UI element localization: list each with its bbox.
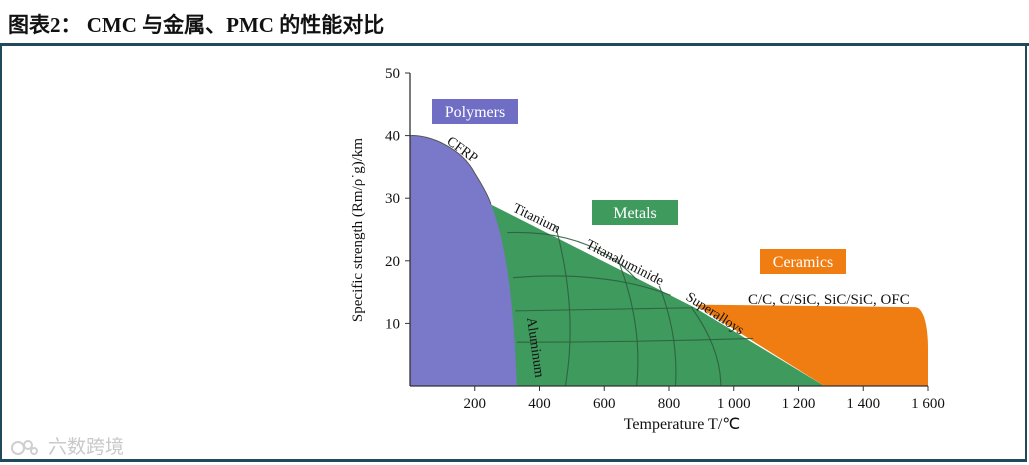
chart-regions (409, 135, 928, 386)
x-tick-label: 1 000 (717, 396, 751, 412)
grid-curve (691, 307, 722, 387)
y-tick-label: 20 (385, 254, 400, 270)
x-tick-label: 800 (658, 396, 681, 412)
region-polymers (410, 135, 517, 386)
grid-curve (516, 337, 754, 343)
grid-curve (555, 226, 571, 387)
y-tick-label: 40 (385, 129, 400, 145)
x-tick-label: 1 400 (846, 396, 880, 412)
figure-frame (0, 46, 1027, 462)
region-label-polymers: Polymers (445, 104, 505, 121)
y-tick-label: 50 (385, 66, 400, 82)
x-tick-label: 1 200 (782, 396, 816, 412)
title-bar: 图表2： CMC 与金属、PMC 的性能对比 (0, 0, 1029, 46)
x-tick-label: 600 (593, 396, 616, 412)
grid-curve (515, 307, 694, 312)
watermark: 六数跨境 (10, 432, 124, 459)
grid-curve (616, 257, 639, 387)
region-label-metals: Metals (613, 205, 657, 222)
grid-curve (507, 231, 638, 280)
grid-curve (658, 285, 677, 387)
region-metals (490, 204, 825, 386)
watermark-logo-icon (11, 439, 38, 455)
watermark-text: 六数跨境 (48, 436, 125, 458)
region-label-box-polymers (432, 99, 518, 124)
y-tick-label: 10 (385, 316, 400, 332)
x-tick-label: 1 600 (911, 396, 945, 412)
figure-title: 图表2： CMC 与金属、PMC 的性能对比 (8, 13, 385, 37)
metals-grid (507, 226, 754, 387)
y-axis-label: Specific strength (Rm/ρ˙g)/km (350, 138, 366, 322)
x-tick-label: 200 (464, 396, 487, 412)
region-label-box-ceramics (760, 249, 846, 274)
y-tick-label: 30 (385, 191, 400, 207)
region-ceramics (694, 304, 928, 386)
region-label-box-metals (592, 200, 678, 225)
x-tick-label: 400 (528, 396, 551, 412)
x-axis-label: Temperature T/℃ (624, 416, 741, 433)
chart-ticks: 200 400 600 800 1 000 1 200 1 400 1 600 10 20 30 40… (385, 66, 945, 412)
region-label-ceramics: Ceramics (773, 254, 833, 271)
grid-curve (512, 275, 671, 296)
curve-label-cmc-types: C/C, C/SiC, SiC/SiC, OFC (748, 292, 910, 308)
cfrp-curve (409, 135, 492, 205)
title-rule (0, 43, 1029, 46)
